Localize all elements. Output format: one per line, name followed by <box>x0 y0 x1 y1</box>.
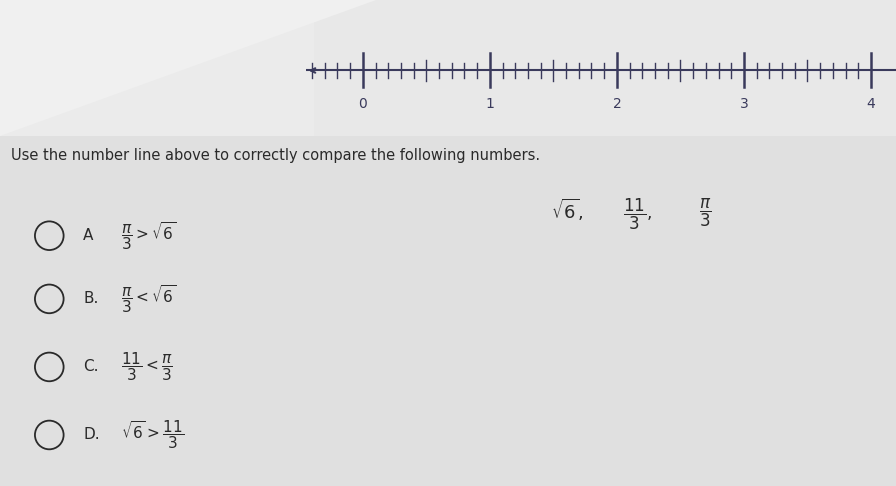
Text: B.: B. <box>83 292 99 306</box>
Text: 2: 2 <box>613 97 621 111</box>
Text: $\dfrac{\pi}{3} < \sqrt{6}$: $\dfrac{\pi}{3} < \sqrt{6}$ <box>121 283 177 315</box>
Text: $\sqrt{6}$,: $\sqrt{6}$, <box>551 197 583 223</box>
Text: 0: 0 <box>358 97 367 111</box>
Text: 1: 1 <box>486 97 495 111</box>
Polygon shape <box>0 0 376 136</box>
Text: $\dfrac{11}{3}$,: $\dfrac{11}{3}$, <box>623 197 651 232</box>
FancyBboxPatch shape <box>0 136 896 486</box>
Polygon shape <box>0 0 314 136</box>
Text: 4: 4 <box>866 97 875 111</box>
Text: $\dfrac{\pi}{3}$: $\dfrac{\pi}{3}$ <box>699 197 711 229</box>
FancyBboxPatch shape <box>0 0 896 136</box>
Text: $\dfrac{11}{3} < \dfrac{\pi}{3}$: $\dfrac{11}{3} < \dfrac{\pi}{3}$ <box>121 350 173 383</box>
Text: C.: C. <box>83 360 99 374</box>
Text: $\dfrac{\pi}{3} > \sqrt{6}$: $\dfrac{\pi}{3} > \sqrt{6}$ <box>121 220 177 252</box>
Text: D.: D. <box>83 428 100 442</box>
Text: A: A <box>83 228 94 243</box>
Text: Use the number line above to correctly compare the following numbers.: Use the number line above to correctly c… <box>11 148 540 163</box>
Text: $\sqrt{6} > \dfrac{11}{3}$: $\sqrt{6} > \dfrac{11}{3}$ <box>121 418 184 451</box>
Text: 3: 3 <box>739 97 748 111</box>
